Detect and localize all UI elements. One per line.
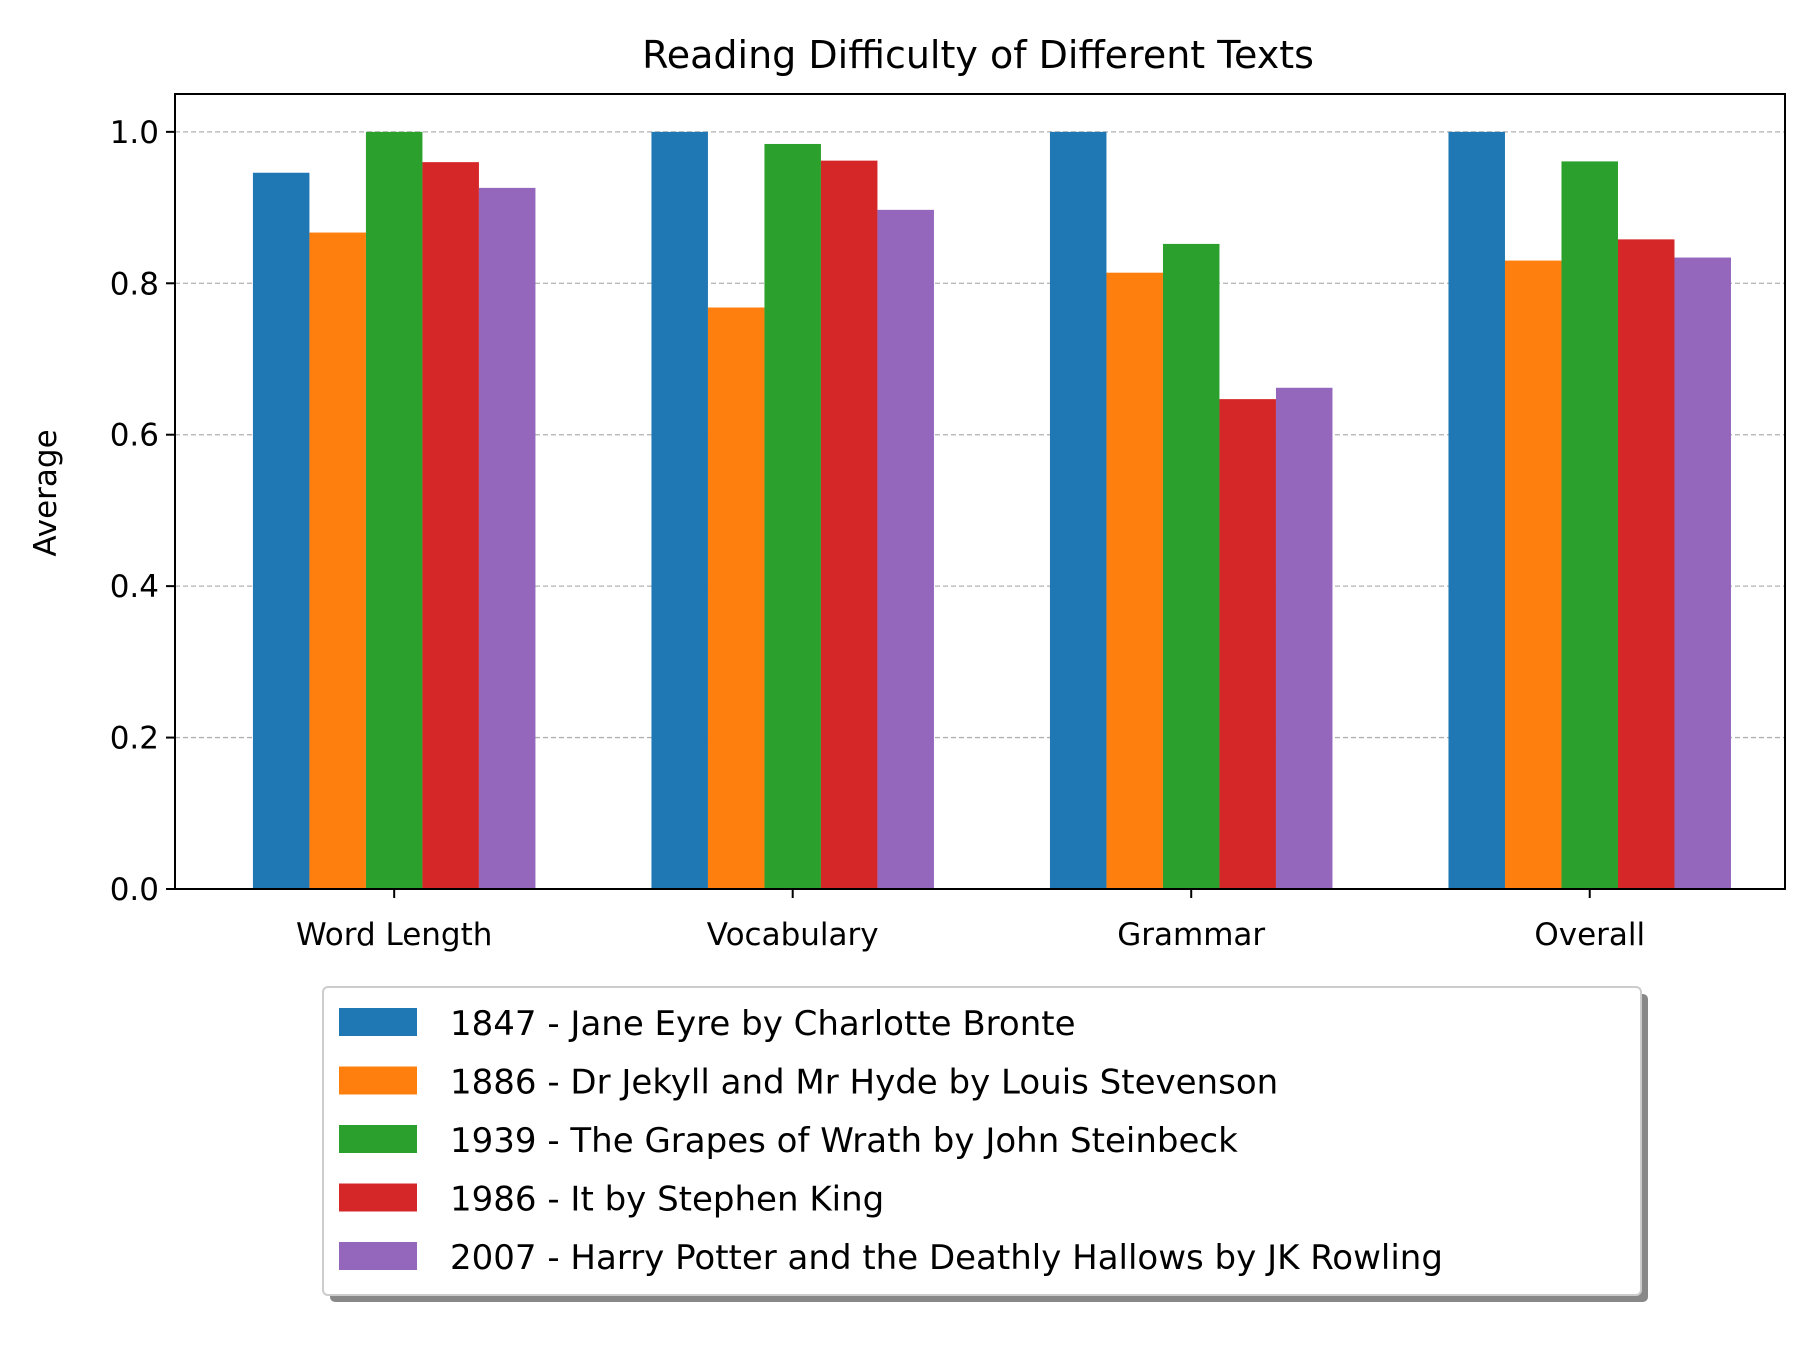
bar	[309, 232, 366, 890]
legend-swatch	[339, 1008, 417, 1036]
bars	[252, 131, 1731, 890]
legend-label: 1986 - It by Stephen King	[450, 1180, 884, 1220]
x-axis: Word Length Vocabulary Grammar Overall	[296, 889, 1645, 953]
bar	[422, 162, 479, 890]
bar	[252, 172, 310, 889]
bar	[478, 187, 536, 889]
legend-swatch	[339, 1125, 417, 1153]
y-axis-label: Average	[28, 429, 64, 556]
y-tick-label: 0.2	[110, 721, 159, 757]
bar	[764, 143, 821, 889]
legend-swatch	[339, 1066, 417, 1095]
x-tick-label: Overall	[1534, 917, 1645, 953]
y-tick-label: 0.8	[110, 266, 159, 302]
y-tick-label: 1.0	[110, 115, 159, 151]
legend: 1847 - Jane Eyre by Charlotte Bronte 1886…	[322, 986, 1648, 1302]
bar	[1049, 131, 1107, 889]
bar	[877, 209, 934, 890]
x-tick-label: Word Length	[296, 917, 492, 953]
bar	[1106, 272, 1163, 890]
bar	[1275, 387, 1333, 889]
y-tick-label: 0.0	[110, 872, 159, 908]
y-axis: 0.0 0.2 0.4 0.6 0.8 1.0	[110, 115, 175, 908]
bar	[651, 131, 708, 889]
legend-label: 1886 - Dr Jekyll and Mr Hyde by Louis St…	[450, 1063, 1278, 1103]
bar	[1162, 243, 1220, 889]
bar	[1617, 239, 1675, 889]
chart-title: Reading Difficulty of Different Texts	[642, 33, 1314, 77]
bar	[1219, 399, 1276, 889]
bar	[707, 307, 765, 889]
legend-box	[322, 986, 1642, 1296]
legend-label: 1847 - Jane Eyre by Charlotte Bronte	[450, 1004, 1076, 1044]
bar	[1504, 260, 1562, 890]
legend-swatch	[339, 1242, 417, 1270]
bar	[365, 131, 423, 889]
bar	[1561, 161, 1618, 889]
bar	[1674, 257, 1731, 889]
y-tick-label: 0.4	[110, 569, 159, 605]
y-tick-label: 0.6	[110, 418, 159, 454]
x-tick-label: Vocabulary	[707, 917, 879, 953]
legend-swatch	[339, 1183, 417, 1212]
bar	[820, 160, 878, 890]
legend-label: 1939 - The Grapes of Wrath by John Stein…	[450, 1121, 1238, 1161]
bar	[1448, 131, 1505, 889]
plot-frame	[174, 93, 1786, 890]
legend-label: 2007 - Harry Potter and the Deathly Hall…	[450, 1238, 1443, 1278]
x-tick-label: Grammar	[1117, 917, 1265, 953]
